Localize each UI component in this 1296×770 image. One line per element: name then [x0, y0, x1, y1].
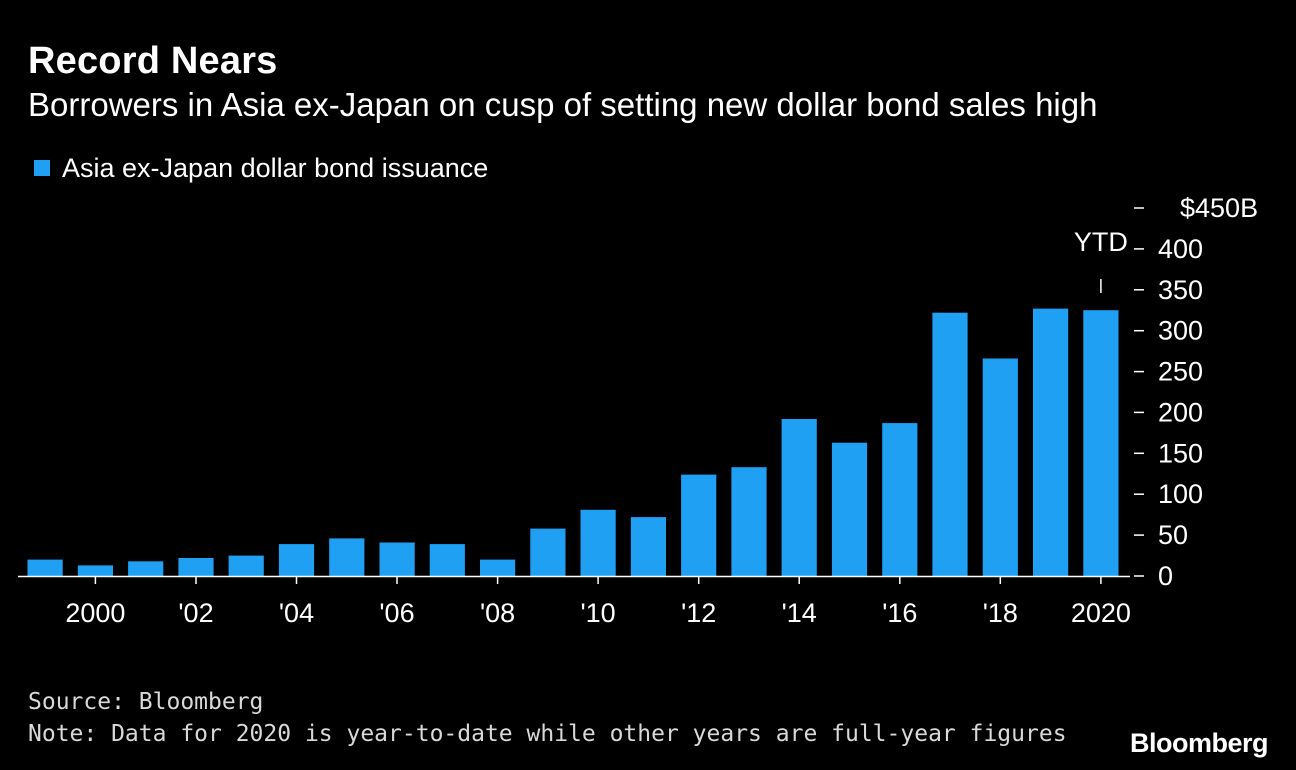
bar-2005 [329, 538, 365, 576]
bar-1999 [27, 559, 63, 576]
legend: Asia ex-Japan dollar bond issuance [34, 152, 488, 184]
bar-2010 [580, 509, 616, 576]
y-tick-label: 300 [1158, 316, 1203, 346]
bar-2020 [1083, 310, 1119, 576]
bar-2009 [530, 528, 566, 576]
bar-2006 [379, 542, 415, 576]
annotations-group: YTD [1074, 227, 1128, 293]
y-tick-label: 150 [1158, 438, 1203, 468]
x-tick-label: '02 [178, 598, 213, 628]
bar-2015 [831, 442, 868, 576]
x-tick-label: 2000 [65, 598, 125, 628]
x-tick-label: '08 [480, 598, 515, 628]
bloomberg-logo: Bloomberg [1129, 728, 1269, 758]
bar-2016 [882, 423, 918, 576]
axes-group: 2000 '02 '04 '06 '08 '10 '12 '14 '16 '18 2020 0 50 10… [18, 193, 1258, 628]
y-tick-label: 0 [1158, 561, 1173, 591]
bar-2007 [429, 544, 465, 576]
bar-2003 [228, 555, 264, 576]
bar-2004 [278, 544, 315, 576]
bar-2000 [77, 565, 113, 576]
x-tick-label: '16 [882, 598, 917, 628]
bar-2002 [178, 558, 214, 576]
y-tick-label: $450B [1180, 193, 1258, 223]
y-tick-label: 400 [1158, 234, 1203, 264]
source-text: Source: Bloomberg [28, 689, 264, 715]
x-tick-label: '06 [379, 598, 414, 628]
y-tick-label: 350 [1158, 275, 1203, 305]
chart-title: Record Nears [28, 40, 278, 82]
bar-2018 [982, 358, 1018, 576]
bar-2013 [731, 467, 767, 576]
chart-subtitle: Borrowers in Asia ex-Japan on cusp of se… [28, 86, 1098, 123]
y-tick-label: 250 [1158, 357, 1203, 387]
bar-2017 [932, 312, 968, 576]
legend-swatch [34, 160, 50, 176]
bar-2019 [1033, 308, 1069, 576]
source-note: Source: Bloomberg Note: Data for 2020 is… [28, 686, 1067, 750]
bar-2012 [681, 474, 717, 576]
legend-label: Asia ex-Japan dollar bond issuance [62, 152, 489, 183]
x-tick-label: '14 [782, 598, 817, 628]
bar-2001 [128, 561, 164, 576]
x-tick-label: '12 [681, 598, 716, 628]
x-tick-label: '18 [983, 598, 1018, 628]
y-tick-label: 50 [1158, 520, 1188, 550]
x-tick-label: '04 [279, 598, 314, 628]
annotation-ytd-label: YTD [1074, 227, 1128, 257]
x-tick-label: 2020 [1071, 598, 1131, 628]
y-tick-label: 100 [1158, 479, 1203, 509]
bars-group [27, 308, 1119, 576]
bar-2014 [781, 419, 817, 576]
bar-2011 [630, 517, 666, 576]
y-tick-label: 200 [1158, 397, 1203, 427]
x-tick-label: '10 [581, 598, 616, 628]
bar-2008 [480, 559, 516, 576]
note-text: Note: Data for 2020 is year-to-date whil… [28, 721, 1067, 747]
